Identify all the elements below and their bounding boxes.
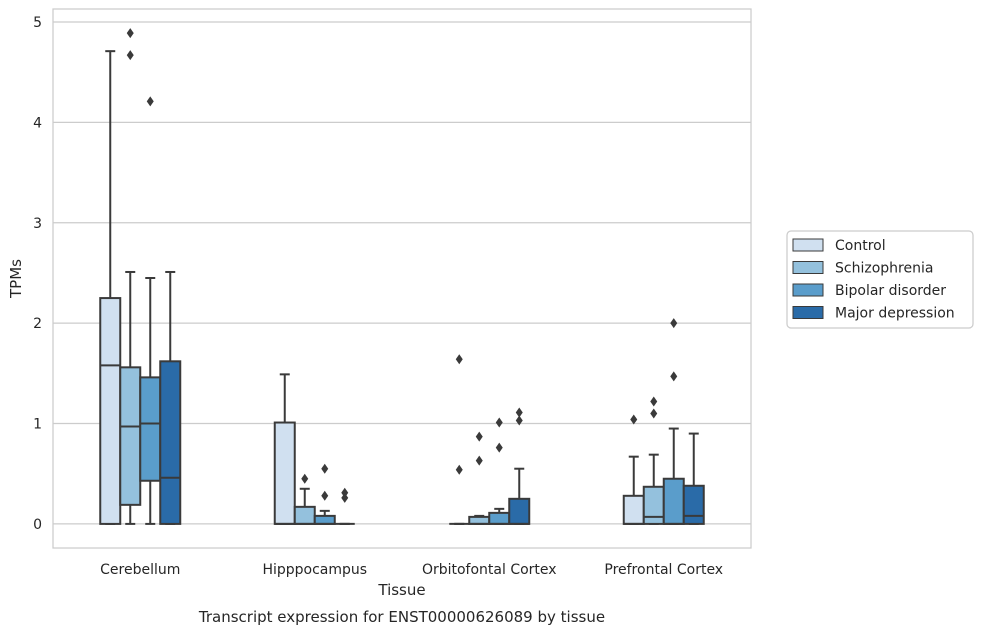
- outlier-point: [630, 414, 638, 425]
- outlier-point: [650, 408, 658, 419]
- x-tick-label: Cerebellum: [100, 562, 180, 578]
- outlier-point: [455, 354, 463, 365]
- box: [488, 511, 511, 525]
- plot-frame: [52, 8, 752, 549]
- outlier-point: [515, 407, 523, 418]
- chart-caption: Transcript expression for ENST0000062608…: [198, 608, 605, 626]
- legend-frame: [786, 230, 974, 329]
- y-axis-label: TPMs: [7, 259, 25, 299]
- box: [642, 485, 665, 525]
- box: [293, 505, 316, 525]
- box: [622, 494, 645, 525]
- outlier-point: [495, 442, 503, 453]
- series-major-depression: [159, 270, 705, 525]
- box: [273, 421, 296, 525]
- outlier-point: [126, 50, 134, 61]
- outlier-point: [301, 473, 309, 484]
- box: [159, 360, 182, 525]
- box-series: [99, 28, 705, 525]
- outlier-point: [321, 490, 329, 501]
- legend-swatch: [792, 238, 824, 252]
- legend-swatch: [792, 306, 824, 319]
- outlier-point: [670, 371, 678, 382]
- outlier-point: [341, 487, 349, 498]
- series-schizophrenia: [119, 28, 665, 525]
- legend-swatch: [792, 283, 824, 297]
- x-axis-label: Tissue: [377, 581, 425, 599]
- box: [468, 515, 491, 525]
- legend-item: Major depression: [792, 306, 955, 322]
- outlier-point: [650, 396, 658, 407]
- box: [313, 514, 336, 525]
- legend-swatch: [792, 261, 824, 274]
- box: [508, 497, 531, 525]
- legend-item: Control: [792, 238, 886, 254]
- y-tick-label: 5: [33, 15, 42, 31]
- outlier-point: [455, 464, 463, 475]
- y-tick-labels: 0 1 2 3 4 5: [33, 15, 42, 533]
- outlier-point: [670, 318, 678, 329]
- legend-label: Control: [835, 238, 886, 254]
- outlier-point: [146, 96, 154, 107]
- box: [682, 484, 705, 525]
- y-tick-label: 3: [33, 216, 42, 232]
- outlier-point: [321, 463, 329, 474]
- y-tick-label: 1: [33, 417, 42, 433]
- box: [139, 376, 162, 482]
- x-tick-label: Orbitofontal Cortex: [422, 562, 557, 578]
- legend-item: Bipolar disorder: [792, 283, 946, 299]
- outlier-point: [475, 431, 483, 442]
- y-tick-label: 4: [33, 115, 42, 131]
- box: [119, 366, 142, 506]
- outlier-point: [475, 455, 483, 466]
- legend-label: Bipolar disorder: [835, 283, 946, 299]
- legend: Control Schizophrenia Bipolar disorder Majo…: [786, 230, 974, 329]
- x-tick-label: Hipppocampus: [262, 562, 367, 578]
- y-tick-label: 2: [33, 316, 42, 332]
- legend-label: Major depression: [835, 306, 955, 322]
- box: [662, 477, 685, 525]
- outlier-point: [126, 28, 134, 39]
- outlier-point: [495, 417, 503, 428]
- outlier-point: [515, 415, 523, 426]
- x-tick-labels: Cerebellum Hipppocampus Orbitofontal Corte…: [100, 562, 723, 578]
- outlier-point: [341, 492, 349, 503]
- x-tick-label: Prefrontal Cortex: [604, 562, 723, 578]
- legend-item: Schizophrenia: [792, 261, 933, 277]
- y-tick-label: 0: [33, 517, 42, 533]
- box: [99, 297, 122, 525]
- legend-label: Schizophrenia: [835, 261, 933, 277]
- series-bipolar-disorder: [139, 96, 685, 525]
